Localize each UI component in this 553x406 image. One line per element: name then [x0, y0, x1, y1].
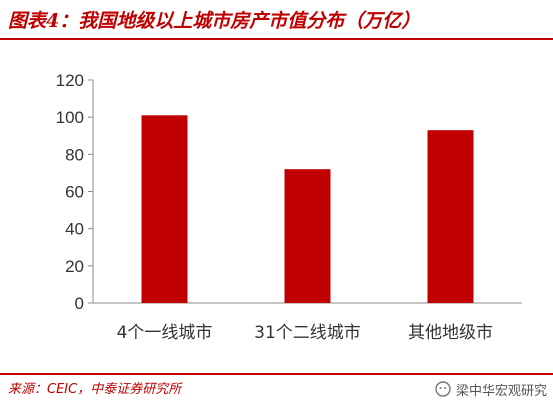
y-tick-label: 60 [65, 183, 84, 202]
y-tick-label: 20 [65, 257, 84, 276]
source-note: 来源：CEIC，中泰证券研究所 [8, 382, 182, 397]
y-tick-label: 80 [65, 145, 84, 164]
title-divider [0, 38, 553, 40]
y-tick-label: 40 [65, 220, 84, 239]
y-tick-label: 120 [56, 71, 84, 90]
bar [284, 169, 331, 303]
watermark: 梁中华宏观研究 [434, 376, 547, 402]
watermark-text: 梁中华宏观研究 [455, 383, 547, 399]
source-divider [0, 373, 553, 375]
bar [141, 115, 188, 303]
bar [427, 130, 474, 303]
x-tick-label: 其他地级市 [408, 323, 493, 343]
chart-title: 图表4：我国地级以上城市房产市值分布（万亿） [8, 10, 421, 32]
y-tick-label: 100 [56, 108, 84, 127]
x-tick-label: 4个一线城市 [117, 323, 213, 343]
x-tick-label: 31个二线城市 [254, 323, 361, 343]
bar-chart: 0 20 40 60 80 100 120 4个一线城市 31个二线城市 其他地级市 [56, 71, 522, 343]
wechat-icon [435, 381, 451, 397]
y-tick-label: 0 [75, 294, 84, 313]
